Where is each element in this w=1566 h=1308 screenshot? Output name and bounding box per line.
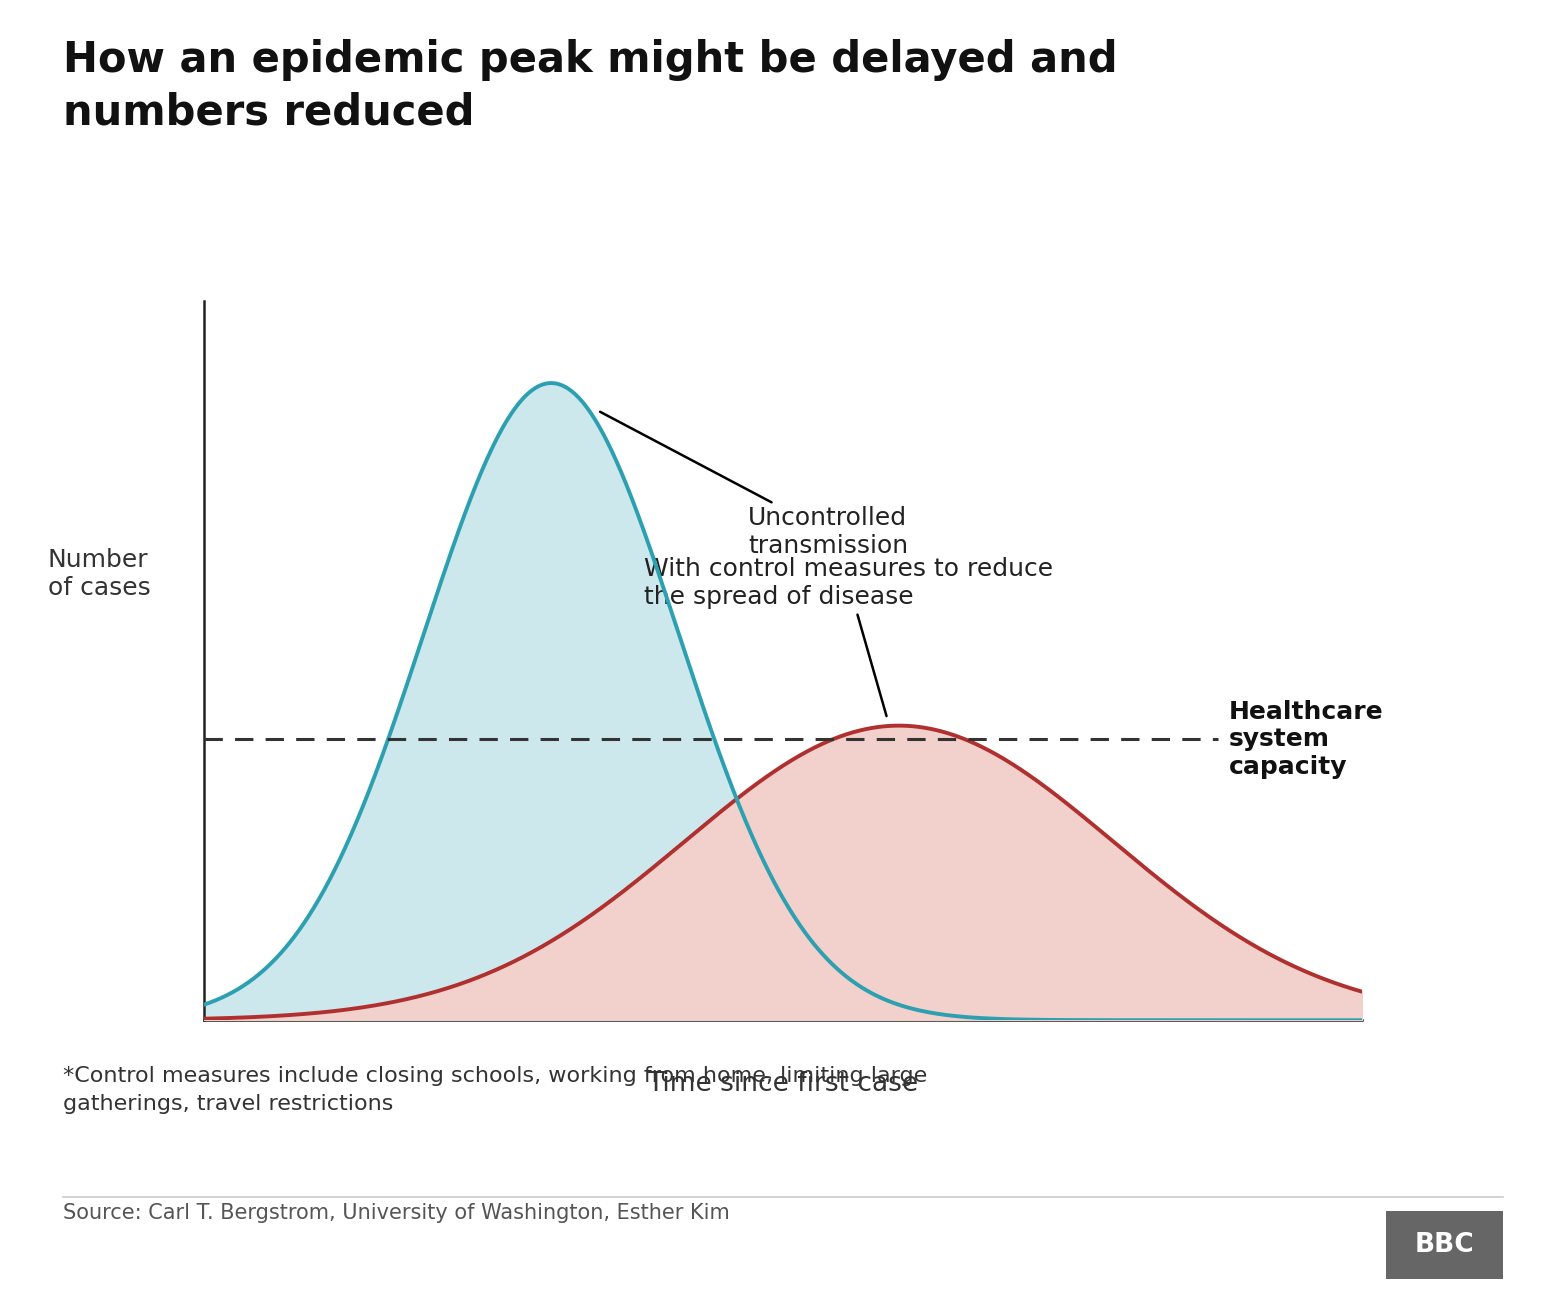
- Text: BBC: BBC: [1414, 1232, 1475, 1258]
- Text: Source: Carl T. Bergstrom, University of Washington, Esther Kim: Source: Carl T. Bergstrom, University of…: [63, 1203, 730, 1223]
- Text: *Control measures include closing schools, working from home, limiting large
gat: *Control measures include closing school…: [63, 1066, 927, 1114]
- Text: Time since first case: Time since first case: [647, 1070, 919, 1096]
- Text: With control measures to reduce
the spread of disease: With control measures to reduce the spre…: [644, 557, 1052, 715]
- Text: How an epidemic peak might be delayed and
numbers reduced: How an epidemic peak might be delayed an…: [63, 39, 1117, 133]
- Text: Uncontrolled
transmission: Uncontrolled transmission: [600, 412, 908, 559]
- Text: Number
of cases: Number of cases: [49, 548, 150, 600]
- Text: Healthcare
system
capacity: Healthcare system capacity: [1229, 700, 1384, 780]
